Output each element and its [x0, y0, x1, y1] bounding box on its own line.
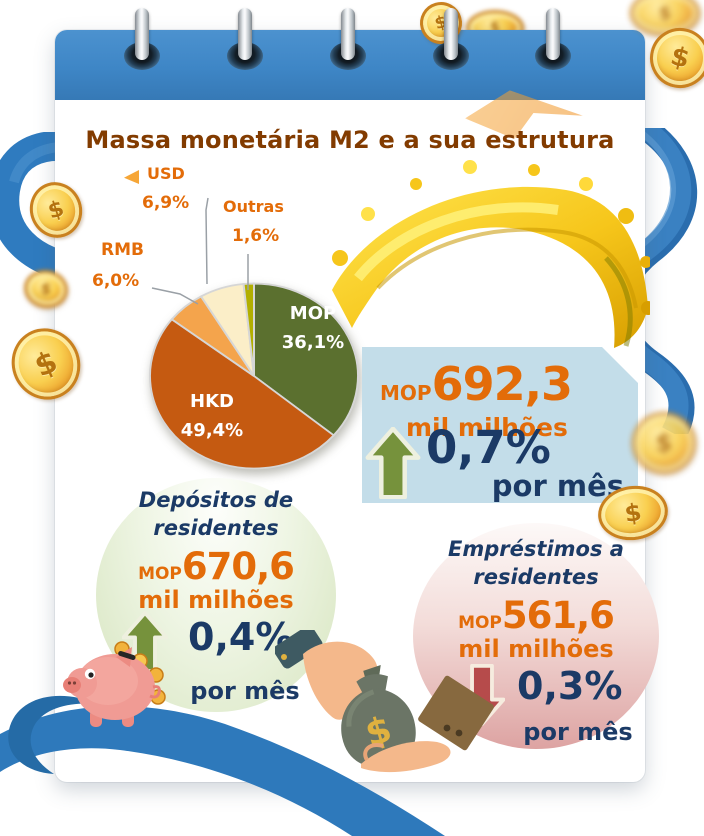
loans-value: MOP561,6 [458, 593, 615, 637]
pie-value-usd: 6,9% [142, 193, 190, 213]
pie-chart [148, 282, 359, 470]
binder-ring-icon [431, 8, 471, 74]
binder-ring-icon [533, 8, 573, 74]
pie-slice-hkd [148, 318, 336, 470]
coin-icon: $ [632, 412, 696, 474]
ribbon-bottom-swirl [0, 695, 445, 836]
pie-label-usd: USD [147, 164, 185, 183]
m2-unit: mil milhões [406, 413, 568, 442]
binder-ring-icon [122, 8, 162, 74]
piggy-bank-icon [63, 641, 166, 727]
pie-slice-mop [253, 282, 359, 437]
loans-unit: mil milhões [458, 635, 614, 664]
m2-change: 0,7% [426, 421, 551, 474]
gold-splash-icon [332, 160, 650, 348]
currency-label: MOP [380, 381, 432, 405]
up-arrow-icon [365, 427, 421, 499]
pie-value-outras: 1,6% [232, 226, 280, 246]
deposits-value: MOP670,6 [138, 544, 295, 588]
m2-value: MOP692,3 [380, 357, 573, 411]
pie-label-rmb: RMB [101, 240, 144, 260]
deposits-unit: mil milhões [138, 586, 294, 615]
pie-value-rmb: 6,0% [92, 271, 140, 291]
hands-money-bag-icon: $ [275, 630, 494, 773]
pie-slice-outras [242, 282, 255, 377]
deposits-bubble: Depósitos de residentes MOP670,6 mil mil… [96, 478, 336, 712]
binder-ring-icon [225, 8, 265, 74]
pie-leader-lines [151, 197, 249, 305]
loans-title: Empréstimos a [448, 537, 624, 561]
pie-label-hkd: HKD 49,4% [180, 391, 244, 441]
page-title: Massa monetária M2 e a sua estrutura [85, 126, 615, 154]
m2-total-callout: MOP692,3 mil milhões 0,7% por mês [362, 347, 638, 503]
m2-period: por mês [491, 469, 624, 503]
loans-change: 0,3% [517, 664, 623, 709]
deposits-period: por mês [190, 677, 300, 706]
deposits-title: Depósitos de [138, 488, 294, 512]
pie-label-outras: Outras [223, 197, 284, 216]
loans-period: por mês [523, 718, 633, 747]
binder-ring-icon [328, 8, 368, 74]
pie-label-mop: MOP 36,1% [281, 303, 345, 353]
